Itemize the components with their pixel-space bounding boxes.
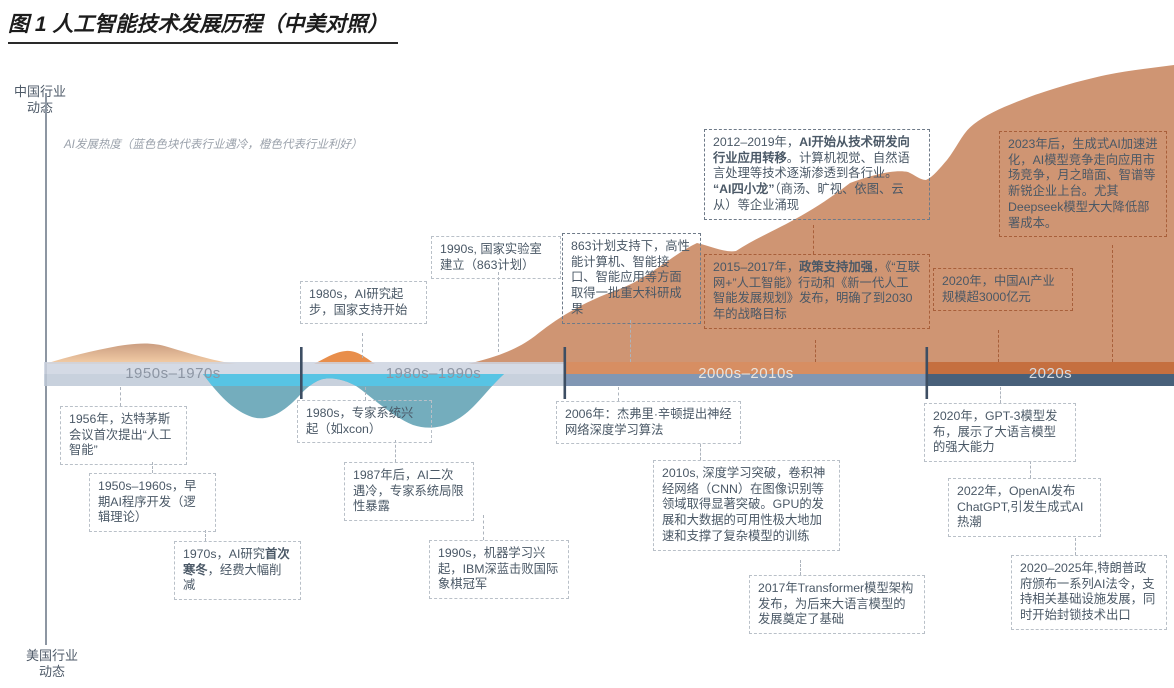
annotation-cn-2015-2017: 2015–2017年，政策支持加强，《“互联网+”人工智能》行动和《新一代人工智… — [704, 254, 930, 329]
connector-cn-2012-to-2015 — [813, 225, 814, 254]
heat-area-negative-wave — [203, 374, 504, 428]
annotation-us-1956-dartmouth: 1956年，达特茅斯会议首次提出“人工智能” — [60, 406, 187, 466]
connector-cn-1980s — [362, 333, 363, 358]
annotation-us-2020-gpt3: 2020年，GPT-3模型发布，展示了大语言模型的强大能力 — [924, 403, 1076, 463]
annotation-us-2010s-deep-learning: 2010s, 深度学习突破，卷积神经网络（CNN）在图像识别等领域取得显著突破。… — [653, 460, 840, 551]
connector-us-1956 — [120, 387, 121, 406]
annotation-us-1980s-expert-systems: 1980s，专家系统兴起（如xcon） — [297, 400, 432, 444]
era-divider-2 — [563, 347, 567, 399]
us-axis-label: 美国行业 动态 — [25, 648, 78, 680]
heat-area-positive-1980s-bump — [314, 350, 375, 364]
annotation-us-2006-hinton: 2006年：杰弗里·辛顿提出神经网络深度学习算法 — [556, 401, 741, 445]
heat-legend-note: AI发展热度（蓝色色块代表行业遇冷，橙色代表行业利好） — [64, 139, 363, 151]
connector-us-2020 — [1000, 387, 1001, 403]
connector-cn-863 — [630, 320, 631, 362]
figure-title: 图 1 人工智能技术发展历程（中美对照） — [8, 8, 399, 44]
annotation-cn-2020-scale: 2020年，中国AI产业规模超3000亿元 — [933, 268, 1073, 312]
era-divider-1 — [300, 347, 303, 399]
annotation-cn-1990s-lab: 1990s, 国家实验室建立（863计划） — [431, 236, 561, 280]
era-label-1950s-1970s: 1950s–1970s — [125, 365, 221, 382]
annotation-us-1990s-deep-blue: 1990s，机器学习兴起，IBM深蓝击败国际象棋冠军 — [429, 540, 569, 600]
era-label-1980s-1990s: 1980s–1990s — [385, 365, 482, 382]
annotation-cn-863-program: 863计划支持下，高性能计算机、智能接口、智能应用等方面取得一批重大科研成果 — [562, 233, 701, 324]
era-divider-3 — [925, 347, 929, 399]
connector-us-1950s-to-1970s — [205, 530, 206, 541]
annotation-us-2020-2025-policy: 2020–2025年,特朗普政府颁布一系列AI法令，支持相关基础设施发展，同时开… — [1011, 555, 1167, 630]
connector-us-1980s — [365, 387, 366, 400]
connector-us-1987-to-1990s — [483, 515, 484, 540]
connector-us-2006 — [618, 387, 619, 401]
connector-us-1956-to-1950s — [152, 462, 153, 473]
heat-area-positive-2000s-mountain — [468, 65, 1174, 364]
annotation-us-2017-transformer: 2017年Transformer模型架构发布，为后来大语言模型的发展奠定了基础 — [749, 575, 925, 635]
annotation-us-1970s-winter: 1970s，AI研究首次寒冬，经费大幅削减 — [174, 541, 301, 601]
timeline-band-segment-2000s-2010s — [565, 362, 927, 386]
heat-area-positive-1950s-hill — [45, 343, 237, 364]
annotation-us-2022-chatgpt: 2022年，OpenAI发布ChatGPT,引发生成式AI热潮 — [948, 478, 1101, 538]
connector-us-2022-to-2025 — [1075, 538, 1076, 555]
heat-area-negative-band-overlap — [203, 374, 504, 386]
connector-cn-2023-to-band — [1112, 245, 1113, 362]
connector-us-1980s-to-1987 — [395, 440, 396, 462]
era-label-2020s: 2020s — [1028, 365, 1073, 382]
annotation-cn-2023-genai: 2023年后，生成式AI加速进化，AI模型竞争走向应用市场竞争，月之暗面、智谱等… — [999, 131, 1167, 238]
era-label-2000s-2010s: 2000s–2010s — [698, 365, 794, 382]
timeline-band-segment-2020s — [927, 362, 1174, 386]
connector-us-2006-to-2010s — [700, 444, 701, 460]
annotation-cn-1980s: 1980s，AI研究起步，国家支持开始 — [300, 281, 427, 325]
annotation-cn-2012-2019: 2012–2019年，AI开始从技术研发向行业应用转移。计算机视觉、自然语言处理… — [704, 129, 930, 220]
annotation-us-1987-second-winter: 1987年后，AI二次遇冷，专家系统局限性暴露 — [344, 462, 474, 522]
connector-cn-1990s — [498, 272, 499, 352]
connector-us-2010s-to-2017 — [800, 560, 801, 575]
annotation-us-1950s-programs: 1950s–1960s，早期AI程序开发（逻辑理论） — [89, 473, 216, 533]
connector-cn-2015-to-band — [815, 340, 816, 362]
connector-cn-2020-to-band — [998, 330, 999, 362]
connector-us-2020-to-2022 — [1030, 461, 1031, 478]
